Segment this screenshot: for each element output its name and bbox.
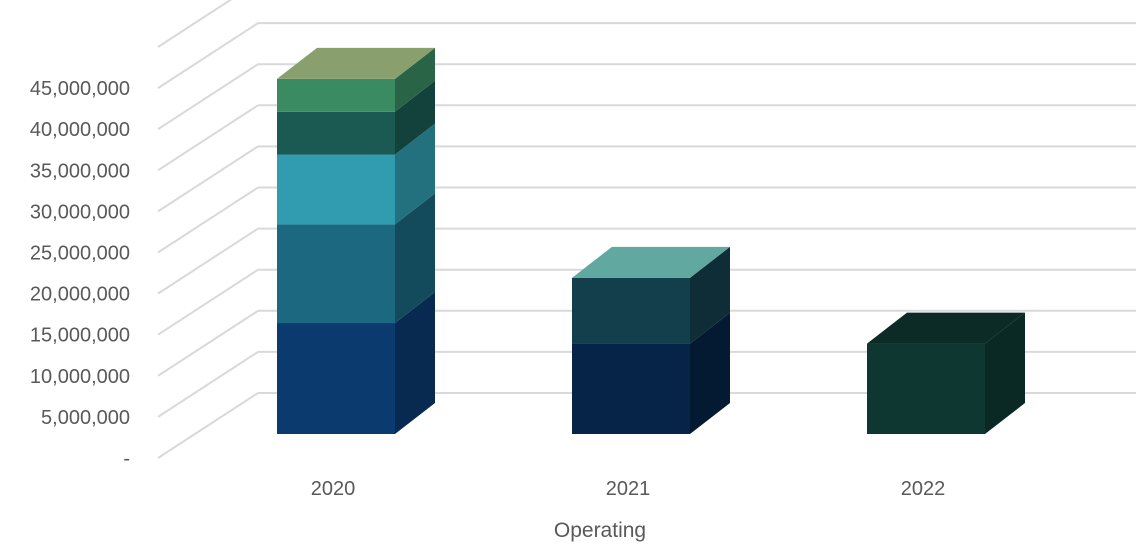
- y-axis-ticks: - 5,000,000 10,000,000 15,000,000 20,000,000…: [30, 78, 130, 470]
- x-axis-title: Operating: [554, 519, 646, 542]
- gridline-side: [157, 268, 259, 336]
- y-tick-label: 20,000,000: [30, 284, 130, 306]
- y-tick-label: 40,000,000: [30, 119, 130, 141]
- bar-side-2022-s0: [985, 312, 1025, 434]
- bar-top-2020: [277, 47, 435, 79]
- bar-top-2022: [867, 312, 1025, 344]
- gridline-side: [157, 227, 259, 295]
- bar-side-2020-s0: [395, 292, 435, 434]
- x-category-label: 2022: [901, 478, 946, 500]
- bar-side-2021-s0: [690, 312, 730, 434]
- gridline-side: [157, 309, 259, 377]
- gridline-side: [157, 145, 259, 213]
- x-category-label: 2021: [606, 478, 651, 500]
- bar-segment-2022-s0: [867, 343, 985, 434]
- y-tick-label: 15,000,000: [30, 325, 130, 347]
- bar-segment-2020-s1: [277, 224, 395, 324]
- bars: [277, 47, 1025, 434]
- bar-segment-2020-s2: [277, 154, 395, 225]
- bar-segment-2020-s0: [277, 323, 395, 434]
- bar-side-2020-s4: [395, 47, 435, 112]
- gridline-side: [157, 392, 259, 459]
- bar-segment-2021-s0: [572, 343, 690, 434]
- y-tick-label: -: [123, 448, 130, 470]
- bar-stack-2022: [867, 312, 1025, 434]
- bar-segment-2020-s3: [277, 111, 395, 155]
- y-tick-label: 10,000,000: [30, 366, 130, 388]
- x-axis-categories: 2020 2021 2022: [311, 478, 946, 500]
- y-tick-label: 5,000,000: [41, 407, 130, 429]
- bar-top-2021: [572, 246, 730, 278]
- y-tick-label: 35,000,000: [30, 160, 130, 182]
- gridline-side: [157, 186, 259, 254]
- gridline-side: [157, 351, 259, 418]
- x-category-label: 2020: [311, 478, 356, 500]
- gridline-side: [157, 22, 259, 89]
- bar-segment-2021-s1: [572, 277, 690, 344]
- y-tick-label: 25,000,000: [30, 243, 130, 265]
- bar-stack-2021: [572, 246, 730, 434]
- bar-side-2020-s2: [395, 123, 435, 225]
- gridline-side: [157, 0, 233, 48]
- bar-stack-2020: [277, 47, 435, 434]
- bar-side-2020-s3: [395, 80, 435, 155]
- bar-side-2021-s1: [690, 246, 730, 344]
- y-tick-label: 45,000,000: [30, 78, 130, 100]
- gridline-side: [157, 63, 259, 131]
- gridline-side: [157, 104, 259, 172]
- bar-side-2020-s1: [395, 193, 435, 324]
- bar-segment-2020-s4: [277, 78, 395, 112]
- y-tick-label: 30,000,000: [30, 201, 130, 223]
